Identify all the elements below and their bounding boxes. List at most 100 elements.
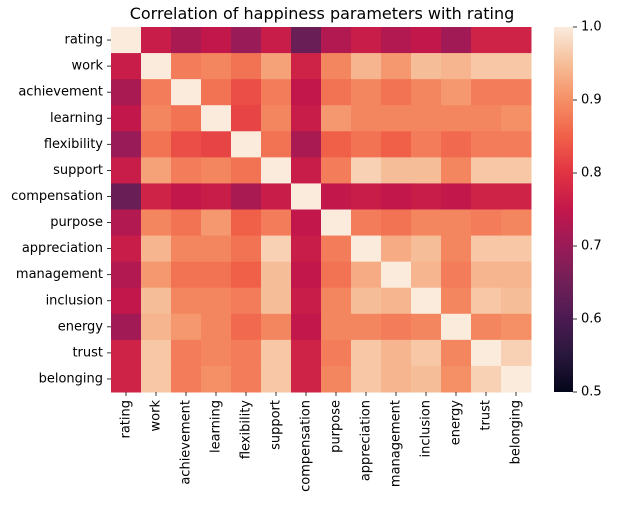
heatmap-cell-purpose-purpose [321,209,352,237]
heatmap-cell-purpose-flexibility [231,209,262,237]
y-tick-label-trust: trust [72,345,103,360]
heatmap-cell-learning-inclusion [411,105,442,132]
heatmap-cell-trust-energy [441,339,472,367]
heatmap-cell-compensation-purpose [321,183,352,210]
heatmap-cell-appreciation-support [261,235,292,263]
heatmap-cell-belonging-inclusion [411,365,442,393]
heatmap-cell-management-belonging [501,261,532,289]
heatmap-cell-achievement-learning [201,79,232,106]
heatmap-cell-belonging-compensation [291,365,322,393]
heatmap-cell-purpose-belonging [501,209,532,237]
heatmap-cell-energy-purpose [321,313,352,341]
heatmap-cell-purpose-energy [441,209,472,237]
heatmap-cell-energy-inclusion [411,313,442,341]
x-tick-label-compensation: compensation [299,400,314,492]
x-tick-label-inclusion: inclusion [419,400,434,457]
heatmap-cell-support-belonging [501,157,532,184]
heatmap-cell-work-learning [201,53,232,80]
heatmap-cell-achievement-purpose [321,79,352,106]
heatmap-cell-flexibility-appreciation [351,131,382,158]
heatmap-cell-inclusion-achievement [171,287,202,315]
heatmap-cell-support-inclusion [411,157,442,184]
heatmap-cell-flexibility-trust [471,131,502,158]
heatmap-cell-management-trust [471,261,502,289]
heatmap-cell-management-purpose [321,261,352,289]
y-tick-label-management: management [16,267,103,282]
heatmap-cell-purpose-rating [111,209,142,237]
colorbar [554,27,573,392]
heatmap-cell-management-flexibility [231,261,262,289]
heatmap-cell-energy-flexibility [231,313,262,341]
heatmap-cell-belonging-purpose [321,365,352,393]
heatmap-cell-belonging-trust [471,365,502,393]
heatmap-cell-inclusion-trust [471,287,502,315]
heatmap-cell-appreciation-inclusion [411,235,442,263]
heatmap-cell-management-energy [441,261,472,289]
x-tick-label-support: support [269,400,284,450]
heatmap-cell-energy-belonging [501,313,532,341]
heatmap-cell-energy-achievement [171,313,202,341]
heatmap-cell-trust-purpose [321,339,352,367]
colorbar-tick-label: 1.0 [581,20,602,35]
colorbar-tick-label: 0.5 [581,385,602,400]
heatmap-cell-appreciation-management [381,235,412,263]
heatmap-cell-work-compensation [291,53,322,80]
colorbar-tick-label: 0.8 [581,166,602,181]
heatmap-cell-belonging-energy [441,365,472,393]
heatmap-cell-belonging-belonging [501,365,532,393]
heatmap-cell-energy-work [141,313,172,341]
x-tick-label-rating: rating [119,400,134,439]
heatmap-cell-work-purpose [321,53,352,80]
heatmap-cell-support-flexibility [231,157,262,184]
heatmap-cell-purpose-management [381,209,412,237]
heatmap-cell-work-trust [471,53,502,80]
heatmap-cell-management-work [141,261,172,289]
heatmap-cell-energy-management [381,313,412,341]
heatmap-cell-support-appreciation [351,157,382,184]
heatmap-cell-rating-rating [111,27,142,54]
heatmap-cell-energy-support [261,313,292,341]
heatmap-cell-inclusion-support [261,287,292,315]
heatmap-cell-belonging-management [381,365,412,393]
y-tick-labels: rating work achievement learning flexibility… [11,33,111,386]
heatmap-cell-management-management [381,261,412,289]
heatmap-cell-appreciation-appreciation [351,235,382,263]
heatmap-cell-appreciation-achievement [171,235,202,263]
heatmap-cell-compensation-rating [111,183,142,210]
heatmap-cell-compensation-energy [441,183,472,210]
heatmap-cell-trust-learning [201,339,232,367]
heatmap-cell-management-inclusion [411,261,442,289]
heatmap-cell-inclusion-rating [111,287,142,315]
heatmap-cell-inclusion-compensation [291,287,322,315]
y-tick-label-compensation: compensation [11,189,103,204]
heatmap-cell-learning-energy [441,105,472,132]
heatmap-cell-compensation-flexibility [231,183,262,210]
heatmap-cell-appreciation-rating [111,235,142,263]
x-tick-label-flexibility: flexibility [239,400,254,459]
heatmap-cell-compensation-appreciation [351,183,382,210]
x-tick-label-work: work [149,400,164,432]
heatmap-cell-management-rating [111,261,142,289]
heatmap-cell-energy-compensation [291,313,322,341]
heatmap-cell-achievement-rating [111,79,142,106]
heatmap-cell-compensation-compensation [291,183,322,210]
y-tick-label-support: support [53,163,103,178]
y-tick-label-appreciation: appreciation [22,241,103,256]
heatmap-cell-management-appreciation [351,261,382,289]
heatmap-cell-appreciation-learning [201,235,232,263]
heatmap-cell-flexibility-support [261,131,292,158]
heatmap-cell-achievement-work [141,79,172,106]
heatmap-cell-support-support [261,157,292,184]
heatmap-cell-energy-rating [111,313,142,341]
heatmap-cell-achievement-compensation [291,79,322,106]
heatmap-cell-trust-management [381,339,412,367]
heatmap-cell-inclusion-work [141,287,172,315]
heatmap-cell-compensation-support [261,183,292,210]
heatmap-cell-purpose-support [261,209,292,237]
heatmap-cell-trust-compensation [291,339,322,367]
heatmap-cell-trust-rating [111,339,142,367]
heatmap-cell-appreciation-compensation [291,235,322,263]
heatmap-cell-flexibility-learning [201,131,232,158]
heatmap-cell-learning-rating [111,105,142,132]
